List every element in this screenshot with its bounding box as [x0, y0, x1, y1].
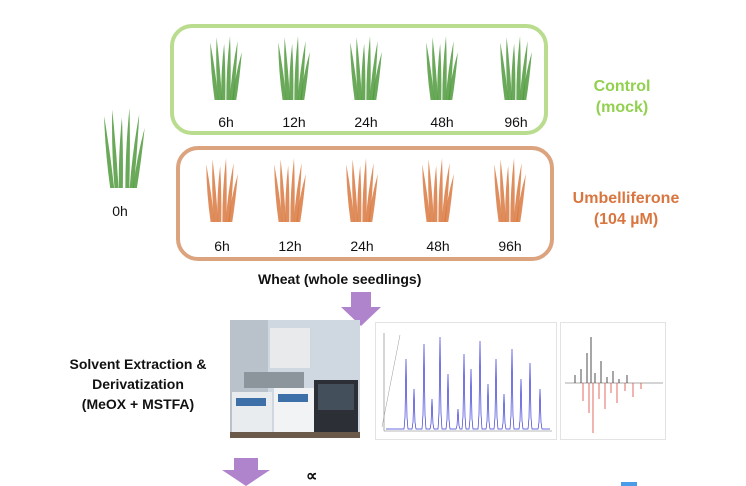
control-time-label: 96h — [504, 114, 528, 130]
umbelliferone-seedling-icon — [422, 158, 454, 222]
umbelliferone-label-line1: Umbelliferone — [572, 190, 680, 207]
control-time-label: 6h — [218, 114, 234, 130]
gcms-instrument-photo — [230, 320, 360, 438]
time-label-0h: 0h — [112, 203, 128, 219]
umbelliferone-time-label: 96h — [498, 238, 522, 254]
chromatogram-plot — [375, 322, 557, 440]
control-time-label: 24h — [354, 114, 378, 130]
umbelliferone-time-label: 12h — [278, 238, 302, 254]
umbelliferone-time-label: 6h — [214, 238, 230, 254]
extraction-text: Solvent Extraction & Derivatization (MeO… — [45, 354, 231, 414]
control-label-line2: (mock) — [595, 99, 649, 116]
extraction-line2: Derivatization — [92, 376, 184, 392]
bottom-symbol: ∝ — [306, 468, 318, 485]
umbelliferone-seedling-icon — [346, 158, 378, 222]
control-seedling-icon — [210, 36, 242, 100]
control-seedling-icon — [278, 36, 310, 100]
mass-spectrum-plot — [560, 322, 666, 440]
umbelliferone-seedling-icon — [494, 158, 526, 222]
extraction-line3: (MeOX + MSTFA) — [81, 396, 195, 412]
control-time-label: 12h — [282, 114, 306, 130]
sample-caption: Wheat (whole seedlings) — [258, 271, 422, 287]
umbelliferone-time-label: 48h — [426, 238, 450, 254]
umbelliferone-seedling-icon — [206, 158, 238, 222]
control-time-label: 48h — [430, 114, 454, 130]
umbelliferone-seedling-icon — [274, 158, 306, 222]
control-label: Control (mock) — [572, 76, 672, 118]
control-seedling-icon — [500, 36, 532, 100]
umbelliferone-time-label: 24h — [350, 238, 374, 254]
control-seedling-icon — [426, 36, 458, 100]
down-arrow-icon — [222, 458, 270, 486]
umbelliferone-label-line2: (104 µM) — [593, 211, 659, 228]
control-group-box — [170, 24, 548, 135]
blue-marker — [621, 482, 637, 486]
umbelliferone-label: Umbelliferone (104 µM) — [556, 188, 696, 230]
seedling-0h-icon — [104, 108, 145, 188]
control-label-line1: Control — [593, 78, 651, 95]
control-seedling-icon — [350, 36, 382, 100]
down-arrow-icon — [341, 292, 381, 326]
umbelliferone-group-box — [176, 146, 554, 261]
extraction-line1: Solvent Extraction & — [69, 356, 207, 372]
